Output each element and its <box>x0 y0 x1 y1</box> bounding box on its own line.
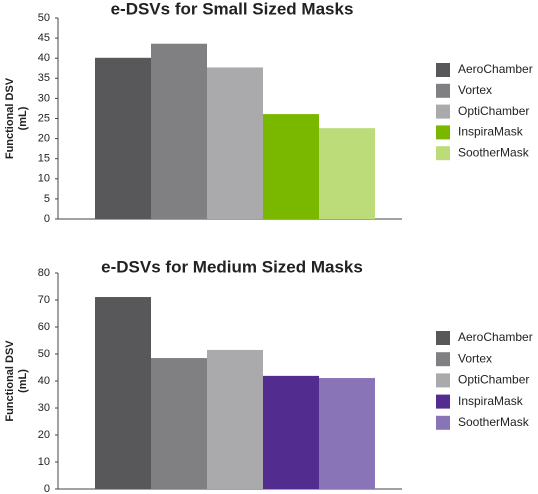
y-tick-label: 0 <box>44 483 50 494</box>
y-tick-label: 70 <box>38 294 50 306</box>
legend-label: OptiChamber <box>458 104 529 118</box>
chart-title: e-DSVs for Medium Sized Masks <box>101 257 363 276</box>
y-axis-label: Functional DSV <box>4 340 16 422</box>
legend-label: Vortex <box>458 83 492 97</box>
bar <box>319 128 375 219</box>
y-tick-label: 15 <box>38 153 50 165</box>
y-tick-label: 5 <box>44 193 50 205</box>
legend-swatch <box>436 146 450 161</box>
legend-label: SootherMask <box>458 145 530 159</box>
bar <box>207 67 263 219</box>
legend-swatch <box>436 352 450 367</box>
y-tick-label: 40 <box>38 375 50 387</box>
legend-swatch <box>436 83 450 98</box>
y-tick-label: 30 <box>38 402 50 414</box>
y-tick-label: 80 <box>38 267 50 279</box>
legend-swatch <box>436 104 450 119</box>
y-tick-label: 40 <box>38 52 50 64</box>
y-tick-label: 50 <box>38 348 50 360</box>
chart-title: e-DSVs for Small Sized Masks <box>111 0 354 18</box>
legend-label: Vortex <box>458 351 492 365</box>
legend-label: SootherMask <box>458 415 530 429</box>
legend-label: InspiraMask <box>458 125 524 139</box>
y-tick-label: 50 <box>38 12 50 24</box>
bar <box>207 349 263 489</box>
legend-swatch <box>436 394 450 409</box>
y-tick-label: 20 <box>38 133 50 145</box>
y-tick-label: 10 <box>38 456 50 468</box>
bar <box>319 378 375 489</box>
legend-swatch <box>436 63 450 77</box>
bar <box>95 297 151 489</box>
y-tick-label: 0 <box>44 213 50 225</box>
bar <box>151 43 207 220</box>
y-tick-label: 20 <box>38 429 50 441</box>
y-axis-label: Functional DSV <box>4 77 16 159</box>
legend-label: AeroChamber <box>458 62 533 76</box>
legend-swatch <box>436 415 450 430</box>
y-axis-label: (mL) <box>17 369 29 393</box>
bar <box>263 114 319 219</box>
legend-label: InspiraMask <box>458 394 524 408</box>
y-tick-label: 60 <box>38 321 50 333</box>
y-tick-label: 10 <box>38 173 50 185</box>
bar <box>263 375 319 489</box>
y-tick-label: 35 <box>38 72 50 84</box>
y-tick-label: 45 <box>38 32 50 44</box>
y-tick-label: 30 <box>38 92 50 104</box>
bar <box>95 57 151 219</box>
legend-swatch <box>436 373 450 388</box>
y-tick-label: 25 <box>38 112 50 124</box>
legend-swatch <box>436 331 450 345</box>
legend-swatch <box>436 125 450 140</box>
bar <box>151 358 207 489</box>
y-axis-label: (mL) <box>17 106 29 130</box>
legend-label: AeroChamber <box>458 330 533 344</box>
legend-label: OptiChamber <box>458 373 529 387</box>
